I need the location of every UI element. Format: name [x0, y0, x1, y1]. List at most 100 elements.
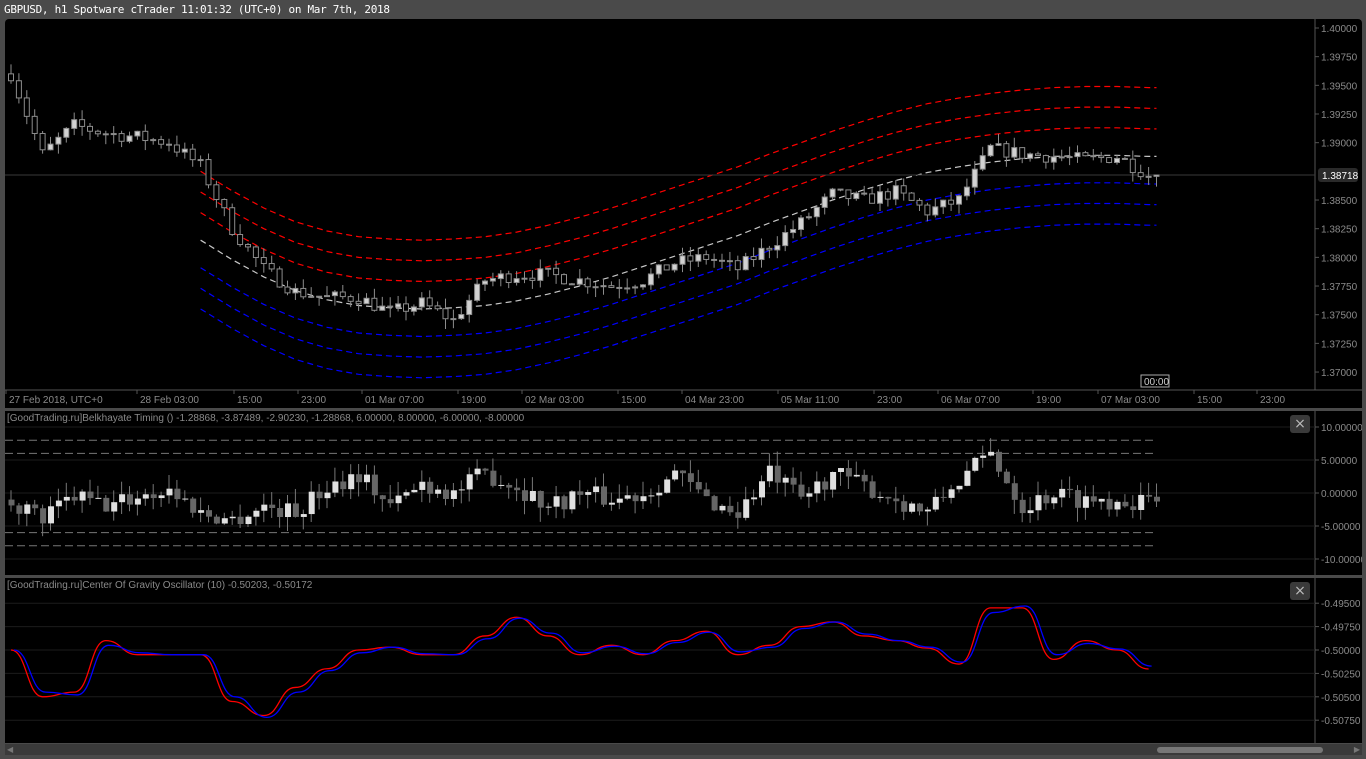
- bullish-candle: [956, 195, 962, 205]
- time-axis-label: 07 Mar 03:00: [1101, 395, 1160, 406]
- bearish-candle: [505, 273, 512, 284]
- bearish-candle: [869, 481, 876, 498]
- bearish-candle: [1130, 506, 1137, 510]
- upper-band-2: [200, 106, 1157, 262]
- bearish-candle: [734, 260, 741, 271]
- bullish-candle: [979, 155, 986, 170]
- bullish-candle: [489, 278, 496, 282]
- scroll-right-arrow-icon[interactable]: ▶: [1353, 745, 1360, 754]
- scrollbar-thumb[interactable]: [1157, 747, 1323, 753]
- price-axis-label: 1.37750: [1321, 282, 1358, 293]
- bearish-candle: [23, 97, 30, 117]
- bearish-candle: [189, 148, 196, 161]
- time-axis-label: 23:00: [1260, 395, 1285, 406]
- bearish-candle: [893, 498, 900, 502]
- cog-oscillator-pane[interactable]: -0.49500 -0.49750 -0.50000 -0.50250 -0.50500…: [5, 578, 1362, 743]
- bullish-candle: [521, 277, 528, 280]
- bearish-candle: [426, 297, 433, 307]
- bullish-candle: [1074, 152, 1081, 158]
- bearish-candle: [150, 494, 157, 499]
- bearish-candle: [553, 267, 560, 276]
- bullish-candle: [671, 263, 678, 271]
- bullish-candle: [1066, 156, 1073, 159]
- bearish-candle: [822, 481, 829, 490]
- time-axis-label: 02 Mar 03:00: [525, 395, 584, 406]
- bullish-candle: [751, 497, 758, 500]
- bearish-candle: [514, 487, 521, 491]
- bullish-candle: [853, 192, 860, 200]
- bullish-candle: [134, 130, 141, 137]
- time-axis-label: 01 Mar 07:00: [365, 395, 424, 406]
- bearish-candle: [371, 297, 378, 311]
- bearish-candle: [190, 498, 197, 513]
- bearish-candle: [663, 264, 670, 271]
- bearish-candle: [102, 133, 109, 136]
- close-indicator-button[interactable]: ×: [1290, 582, 1310, 600]
- time-axis-label: 15:00: [1197, 395, 1222, 406]
- bearish-candle: [1154, 496, 1160, 502]
- bullish-candle: [995, 143, 1002, 146]
- bearish-candle: [766, 247, 773, 251]
- bearish-candle: [118, 133, 125, 142]
- bar-time-badge: [1140, 374, 1170, 388]
- bearish-candle: [482, 468, 489, 471]
- cog-chart[interactable]: -0.49500 -0.49750 -0.50000 -0.50250 -0.50500…: [5, 578, 1362, 743]
- close-indicator-button[interactable]: ×: [1290, 415, 1310, 433]
- bearish-candle: [347, 296, 354, 302]
- bullish-candle: [458, 314, 465, 320]
- bearish-candle: [885, 496, 892, 499]
- price-axis-label: 1.39500: [1321, 81, 1358, 92]
- bullish-candle: [450, 490, 457, 499]
- bullish-candle: [47, 143, 54, 151]
- bullish-candle: [672, 470, 679, 480]
- bullish-candle: [363, 297, 370, 305]
- time-axis-label: 19:00: [461, 395, 486, 406]
- horizontal-scrollbar[interactable]: ◀ ▶: [5, 744, 1362, 755]
- axis-label: -5.00000: [1321, 522, 1361, 533]
- bullish-candle: [450, 318, 457, 321]
- bearish-candle: [379, 495, 386, 500]
- belkhayate-chart[interactable]: 10.00000 5.00000 0.00000 -5.00000 -10.00000: [5, 411, 1362, 575]
- bullish-candle: [640, 284, 646, 288]
- bullish-candle: [411, 489, 418, 493]
- bearish-candle: [403, 303, 409, 312]
- price-axis-label: 1.37500: [1321, 311, 1358, 322]
- bullish-candle: [1050, 156, 1057, 163]
- time-axis-label: 23:00: [301, 395, 326, 406]
- bullish-candle: [608, 502, 615, 505]
- bearish-candle: [711, 258, 718, 261]
- bearish-candle: [1042, 155, 1049, 163]
- indicator-title: [GoodTrading.ru]Center Of Gravity Oscill…: [7, 580, 313, 591]
- bullish-candle: [181, 148, 188, 153]
- bearish-candle: [355, 300, 362, 305]
- bullish-candle: [829, 188, 836, 198]
- price-chart[interactable]: 1.40000 1.39750 1.39500 1.39250 1.39000 1.385…: [5, 19, 1362, 408]
- bearish-candle: [908, 192, 915, 201]
- bearish-candle: [884, 191, 891, 200]
- price-axis-label: 1.37000: [1321, 368, 1358, 379]
- price-chart-pane[interactable]: 1.40000 1.39750 1.39500 1.39250 1.39000 1.385…: [5, 19, 1362, 408]
- bullish-candle: [1114, 501, 1121, 510]
- bullish-candle: [119, 494, 126, 503]
- bearish-candle: [39, 132, 46, 151]
- bullish-candle: [529, 490, 536, 501]
- bullish-candle: [932, 496, 939, 510]
- bullish-candle: [1098, 498, 1105, 502]
- bearish-candle: [276, 268, 283, 288]
- bullish-candle: [624, 287, 631, 290]
- bullish-candle: [877, 496, 884, 498]
- bullish-candle: [805, 216, 812, 219]
- bullish-candle: [332, 481, 339, 493]
- bearish-candle: [561, 274, 567, 285]
- bearish-candle: [1035, 153, 1041, 157]
- bearish-candle: [616, 286, 623, 289]
- bullish-candle: [150, 139, 157, 142]
- bearish-candle: [680, 470, 686, 474]
- bullish-candle: [111, 502, 118, 512]
- belkhayate-timing-pane[interactable]: 10.00000 5.00000 0.00000 -5.00000 -10.00000 …: [5, 411, 1362, 575]
- bullish-candle: [1138, 494, 1145, 510]
- scroll-left-arrow-icon[interactable]: ◀: [7, 745, 14, 754]
- bearish-candle: [687, 473, 694, 483]
- bullish-candle: [988, 451, 995, 456]
- bearish-candle: [206, 510, 212, 517]
